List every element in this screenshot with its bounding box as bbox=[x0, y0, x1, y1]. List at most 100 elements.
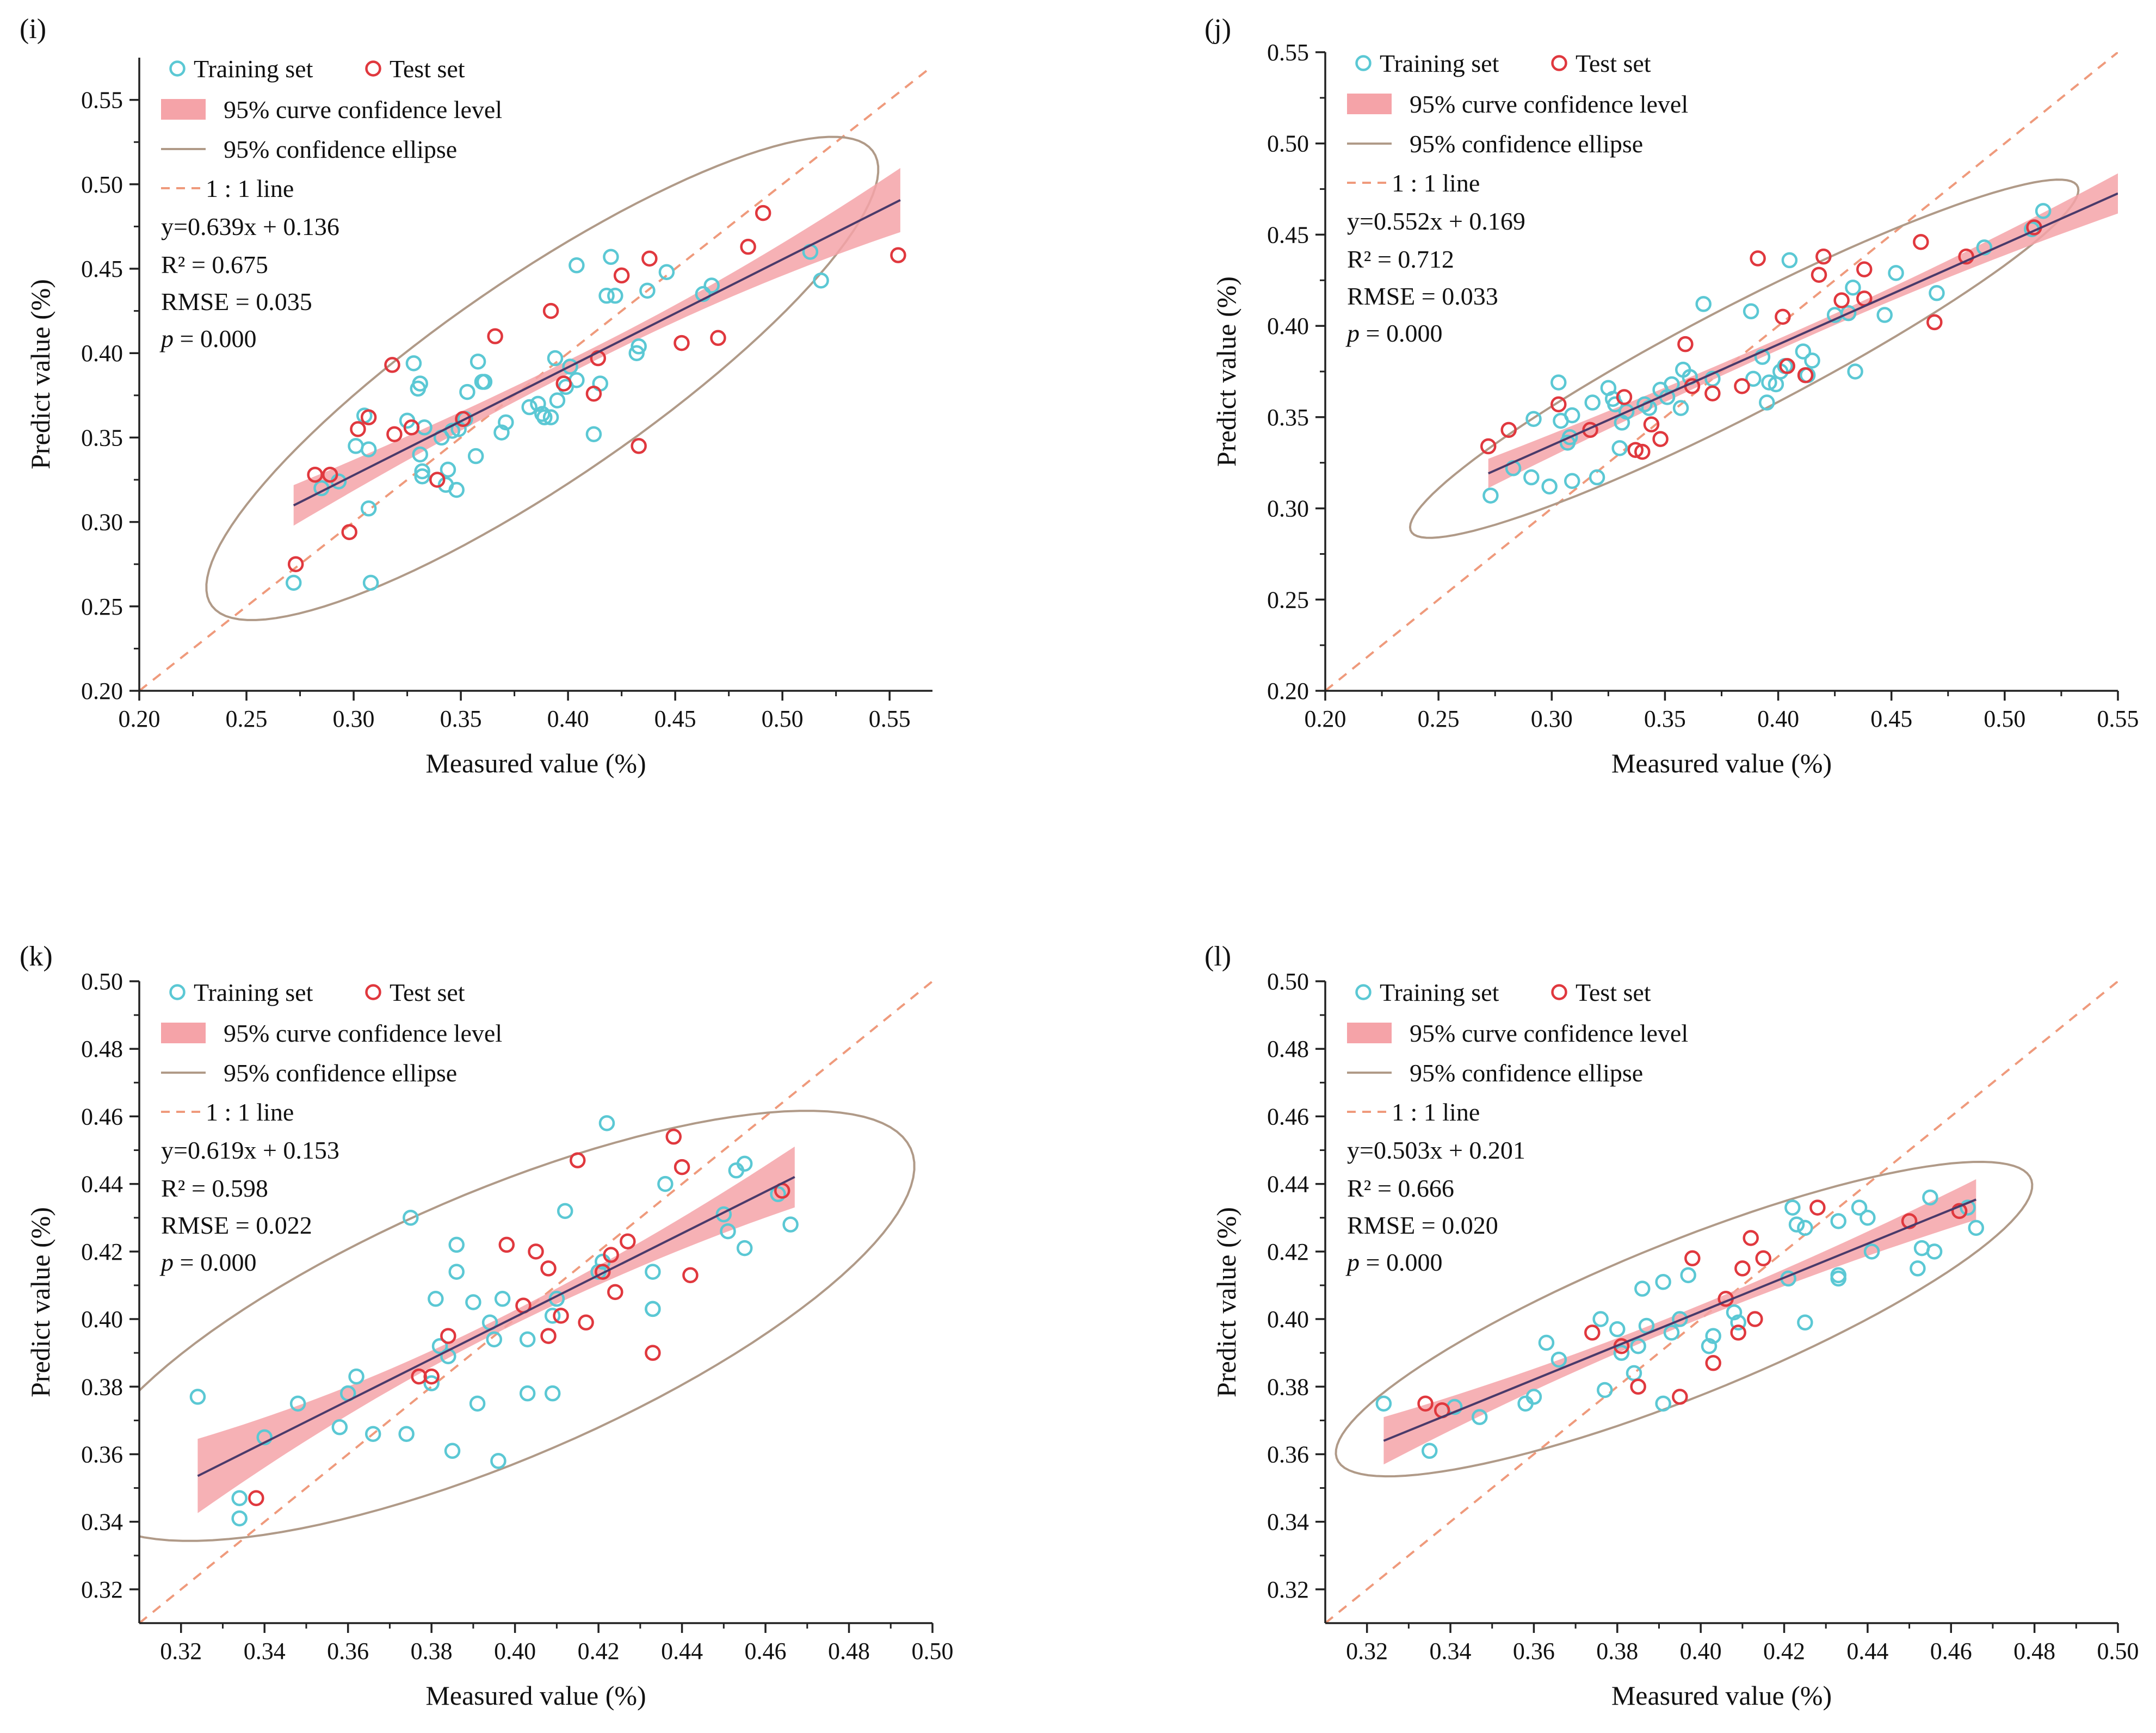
x-tick-label: 0.50 bbox=[912, 1638, 954, 1664]
training-point bbox=[414, 463, 430, 480]
x-tick-label: 0.30 bbox=[333, 705, 375, 732]
training-point bbox=[1788, 1216, 1805, 1233]
y-tick-label: 0.50 bbox=[81, 171, 123, 198]
legend-test-label: Test set bbox=[390, 979, 465, 1006]
training-point bbox=[519, 1331, 536, 1348]
test-point bbox=[641, 250, 658, 267]
legend-one-to-one-label: 1 : 1 line bbox=[1392, 169, 1480, 197]
training-point bbox=[569, 372, 585, 388]
test-point bbox=[403, 419, 420, 436]
y-tick-label: 0.38 bbox=[81, 1373, 123, 1400]
training-point bbox=[1523, 469, 1540, 486]
x-tick-label: 0.35 bbox=[1644, 705, 1686, 732]
confidence-band bbox=[197, 1146, 795, 1513]
regression-equation: y=0.503x + 0.201 bbox=[1347, 1136, 1525, 1164]
training-point bbox=[1759, 394, 1775, 411]
legend-band-label: 95% curve confidence level bbox=[224, 1019, 502, 1047]
test-point bbox=[603, 1247, 619, 1263]
test-point bbox=[341, 524, 357, 540]
training-point bbox=[1863, 1243, 1880, 1260]
test-point bbox=[1684, 1250, 1701, 1267]
training-point bbox=[598, 1115, 615, 1131]
training-point bbox=[428, 1291, 444, 1307]
training-point bbox=[1592, 1311, 1609, 1327]
training-point bbox=[1797, 1314, 1813, 1331]
training-point bbox=[1976, 239, 1993, 256]
x-tick-label: 0.35 bbox=[440, 705, 482, 732]
x-tick-label: 0.20 bbox=[1305, 705, 1346, 732]
y-axis-title: Predict value (%) bbox=[25, 279, 55, 469]
test-point bbox=[540, 1260, 557, 1277]
legend-one-to-one-label: 1 : 1 line bbox=[206, 1098, 294, 1126]
training-point bbox=[362, 574, 379, 591]
training-point bbox=[490, 1453, 506, 1469]
training-point bbox=[736, 1155, 753, 1172]
test-point bbox=[1913, 234, 1929, 250]
test-point bbox=[1584, 1324, 1601, 1341]
training-point bbox=[1564, 407, 1580, 424]
legend-ellipse-label: 95% confidence ellipse bbox=[1410, 1059, 1643, 1087]
test-point bbox=[674, 1159, 690, 1175]
test-point bbox=[384, 357, 400, 373]
training-point bbox=[542, 409, 559, 425]
test-point bbox=[1616, 389, 1633, 405]
test-point bbox=[1815, 248, 1832, 265]
y-tick-label: 0.25 bbox=[81, 593, 123, 620]
test-point bbox=[1705, 1355, 1721, 1371]
training-point bbox=[1421, 1443, 1438, 1459]
training-point bbox=[469, 1395, 486, 1412]
training-point bbox=[1584, 394, 1601, 411]
test-point bbox=[455, 411, 471, 428]
legend-ellipse-label: 95% confidence ellipse bbox=[224, 1059, 457, 1087]
y-tick-label: 0.45 bbox=[81, 256, 123, 282]
legend-band-label: 95% curve confidence level bbox=[1410, 90, 1688, 118]
test-point bbox=[631, 438, 647, 454]
y-tick-label: 0.25 bbox=[1267, 586, 1309, 613]
p-value: p = 0.000 bbox=[159, 325, 256, 352]
training-point bbox=[403, 1209, 419, 1226]
legend-band-label: 95% curve confidence level bbox=[224, 96, 502, 123]
x-tick-label: 0.44 bbox=[661, 1638, 703, 1664]
training-point bbox=[1851, 1199, 1868, 1216]
y-tick-label: 0.46 bbox=[81, 1103, 123, 1130]
x-tick-label: 0.48 bbox=[2013, 1638, 2055, 1664]
training-point bbox=[1375, 1395, 1392, 1412]
training-point bbox=[1525, 1389, 1542, 1405]
training-point bbox=[1960, 1199, 1976, 1216]
y-tick-label: 0.46 bbox=[1267, 1103, 1309, 1130]
y-tick-label: 0.20 bbox=[81, 678, 123, 704]
test-point bbox=[710, 330, 726, 346]
legend-test-label: Test set bbox=[390, 55, 465, 83]
training-point bbox=[476, 374, 493, 390]
y-axis-title: Predict value (%) bbox=[1211, 1207, 1241, 1397]
test-point bbox=[528, 1243, 544, 1260]
y-tick-label: 0.55 bbox=[1267, 39, 1309, 66]
x-tick-label: 0.25 bbox=[1418, 705, 1460, 732]
y-tick-label: 0.35 bbox=[1267, 404, 1309, 431]
test-point bbox=[1958, 248, 1974, 265]
test-point bbox=[1811, 267, 1827, 283]
training-point bbox=[1968, 1220, 1985, 1236]
test-point bbox=[578, 1314, 594, 1331]
chart-panel-3: 0.32 0.34 0.36 0.38 0.40 0.42 0.44 0.46 0.48 0.50… bbox=[1204, 941, 2139, 1711]
y-tick-label: 0.42 bbox=[1267, 1239, 1309, 1265]
x-tick-label: 0.32 bbox=[160, 1638, 202, 1664]
test-point bbox=[498, 1236, 515, 1253]
training-point bbox=[360, 441, 377, 457]
training-point bbox=[256, 1429, 273, 1446]
legend-test-marker bbox=[1551, 55, 1567, 71]
legend-test-label: Test set bbox=[1576, 49, 1651, 77]
training-point bbox=[1922, 1189, 1938, 1206]
x-tick-label: 0.45 bbox=[1870, 705, 1912, 732]
test-point bbox=[620, 1233, 636, 1249]
training-point bbox=[1564, 473, 1580, 490]
training-point bbox=[2035, 203, 2052, 219]
training-point bbox=[1743, 303, 1759, 320]
training-point bbox=[569, 257, 585, 274]
x-tick-label: 0.34 bbox=[244, 1638, 286, 1664]
training-point bbox=[1609, 1321, 1626, 1338]
x-tick-label: 0.40 bbox=[1757, 705, 1799, 732]
training-point bbox=[1626, 1365, 1642, 1382]
test-point bbox=[755, 205, 771, 221]
test-point bbox=[740, 238, 756, 255]
